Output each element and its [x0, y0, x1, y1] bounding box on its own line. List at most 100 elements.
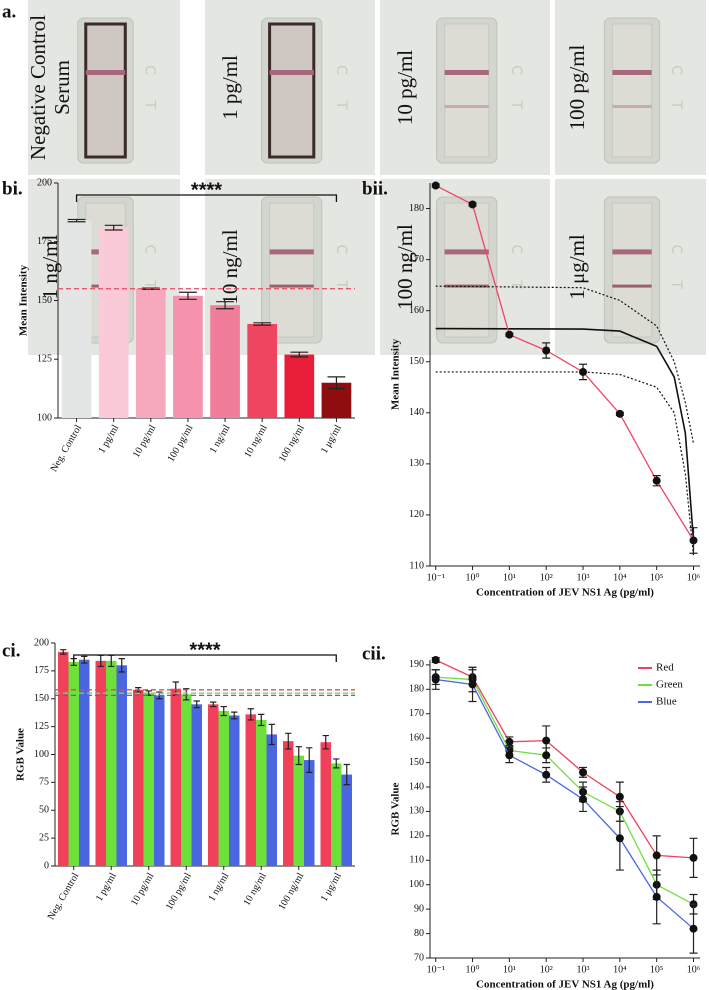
bar [98, 227, 129, 418]
bar [116, 665, 127, 866]
x-tick-label: 100 ng/ml [276, 871, 306, 912]
y-tick-label: 120 [409, 830, 424, 841]
y-tick-label: 120 [409, 509, 424, 520]
data-point [652, 892, 661, 901]
error-bar [290, 351, 309, 358]
y-tick-label: 170 [409, 708, 424, 719]
data-point [652, 476, 661, 485]
data-point [505, 737, 514, 746]
legend-label: Green [656, 679, 683, 691]
x-tick-label: 10 pg/ml [131, 423, 159, 460]
series-line [435, 678, 694, 930]
bar [341, 774, 352, 866]
bar [256, 719, 267, 866]
error-bar [193, 700, 200, 709]
x-tick-label: 10 ng/ml [241, 871, 269, 908]
y-tick-label: 25 [39, 832, 49, 843]
y-tick-label: 150 [34, 693, 49, 704]
data-point [468, 200, 477, 209]
data-point [615, 792, 624, 801]
x-tick-label: 10⁻¹ [427, 572, 445, 583]
error-bar [253, 322, 272, 326]
x-tick-label: 10⁵ [650, 964, 664, 975]
error-bar [343, 763, 350, 786]
error-bar [247, 708, 254, 721]
x-tick-label: 100 ng/ml [277, 423, 307, 464]
significance-label: **** [191, 179, 222, 201]
x-tick-label: 10⁵ [650, 572, 664, 583]
data-point [505, 751, 514, 760]
error-bar [60, 649, 67, 655]
data-point [468, 680, 477, 689]
cassette-mark: T [508, 100, 524, 110]
series-line [435, 659, 694, 859]
cassette-mark: T [333, 279, 349, 289]
data-point [615, 409, 624, 418]
y-tick-label: 100 [409, 879, 424, 890]
x-tick-label: Neg. Control [49, 423, 85, 474]
panel-label: a. [2, 1, 16, 22]
y-tick-label: 140 [409, 407, 424, 418]
error-bar [231, 711, 238, 720]
test-strip [269, 202, 315, 338]
control-line [612, 70, 652, 75]
bar [331, 763, 342, 866]
bar [266, 734, 277, 866]
error-bar [216, 301, 234, 310]
y-axis-title: Mean Intensity [18, 264, 30, 336]
y-tick-label: 150 [37, 295, 52, 306]
y-tick-label: 75 [39, 777, 49, 788]
cassette-mark: T [142, 279, 158, 289]
x-tick-label: 10⁻¹ [427, 964, 445, 975]
bar [143, 693, 154, 866]
x-tick-label: 10¹ [503, 964, 516, 975]
data-point [615, 834, 624, 843]
y-tick-label: 140 [409, 781, 424, 792]
y-tick-label: 0 [44, 860, 49, 871]
panel-label: cii. [362, 643, 386, 664]
test-strip [444, 23, 490, 158]
cassette-mark: T [668, 100, 684, 110]
cassette-mark: T [508, 279, 524, 289]
x-tick-label: 10³ [577, 964, 590, 975]
error-bar [179, 291, 197, 300]
x-tick-label: 10² [540, 572, 553, 583]
x-tick-label: 1 μg/ml [319, 871, 344, 904]
significance-bracket [73, 654, 337, 662]
x-tick-label: 10⁴ [613, 572, 627, 583]
error-bar [210, 701, 217, 708]
test-line [444, 105, 489, 108]
test-strip [611, 202, 653, 338]
cassette-mark: T [142, 100, 158, 110]
error-bar [258, 713, 265, 727]
data-point [542, 736, 551, 745]
y-tick-label: 125 [37, 354, 52, 365]
control-line [269, 70, 314, 75]
bar [79, 659, 90, 866]
cassette-mark: C [508, 65, 524, 75]
bar [208, 704, 219, 866]
x-tick-label: 10⁰ [466, 964, 480, 975]
bar [229, 715, 240, 866]
bar [135, 288, 166, 418]
bar [58, 651, 69, 866]
x-tick-label: 10 pg/ml [129, 871, 157, 908]
data-point [542, 770, 551, 779]
test-strip [268, 22, 316, 159]
error-bar [295, 746, 302, 766]
bar [181, 694, 192, 866]
bar [245, 714, 256, 866]
fit-curve [435, 371, 695, 556]
bar [173, 295, 203, 418]
data-point [542, 346, 551, 355]
test-strip [611, 23, 653, 158]
x-tick-label: Neg. Control [46, 871, 82, 922]
error-bar [81, 655, 88, 664]
y-tick-label: 200 [37, 177, 52, 188]
cassette-mark: C [142, 245, 158, 255]
strip-label: 1 μg/ml [565, 234, 589, 300]
data-point [579, 795, 588, 804]
data-point [579, 768, 588, 777]
data-point [652, 851, 661, 860]
y-axis-title: Mean Intensity [390, 338, 402, 410]
